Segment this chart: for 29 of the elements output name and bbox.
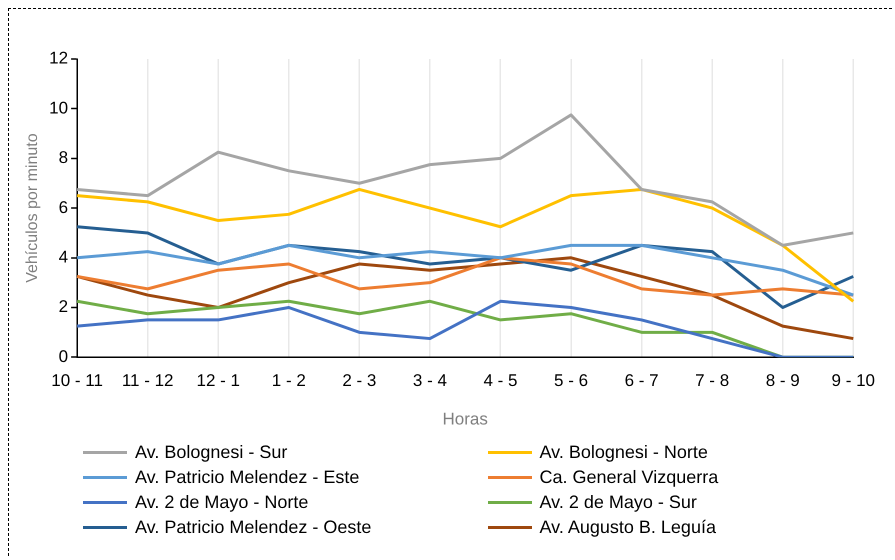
x-tick-label: 10 - 11	[51, 371, 103, 390]
x-tick-label: 2 - 3	[342, 371, 376, 390]
y-tick-label: 4	[58, 247, 68, 266]
legend-label: Av. Bolognesi - Norte	[540, 442, 708, 463]
x-tick-label: 6 - 7	[624, 371, 659, 390]
legend-label: Av. Patricio Melendez - Oeste	[135, 517, 372, 538]
y-tick-label: 8	[58, 148, 68, 168]
legend-label: Av. Patricio Melendez - Este	[135, 467, 360, 488]
x-tick-label: 11 - 12	[122, 371, 174, 390]
x-tick-label: 9 - 10	[832, 371, 876, 390]
y-tick-label: 6	[58, 198, 68, 217]
x-axis-title: Horas	[442, 409, 488, 428]
x-tick-label: 5 - 6	[554, 371, 588, 390]
y-tick-label: 2	[58, 297, 68, 316]
x-tick-label: 3 - 4	[412, 371, 447, 390]
y-axis-title: Vehículos por minuto	[24, 133, 42, 283]
y-tick-label: 12	[49, 48, 68, 68]
x-tick-label: 1 - 2	[272, 371, 306, 390]
y-tick-label: 10	[49, 98, 68, 118]
y-tick-label: 0	[58, 346, 68, 366]
x-tick-label: 12 - 1	[196, 371, 240, 390]
legend-label: Ca. General Vizquerra	[540, 467, 718, 488]
x-tick-label: 8 - 9	[766, 371, 800, 390]
legend-label: Av. 2 de Mayo - Norte	[135, 492, 308, 513]
x-tick-label: 4 - 5	[483, 371, 518, 390]
legend-label: Av. 2 de Mayo - Sur	[540, 492, 697, 513]
legend-label: Av. Bolognesi - Sur	[135, 442, 288, 463]
x-tick-label: 7 - 8	[695, 371, 730, 390]
legend-label: Av. Augusto B. Leguía	[540, 517, 716, 538]
